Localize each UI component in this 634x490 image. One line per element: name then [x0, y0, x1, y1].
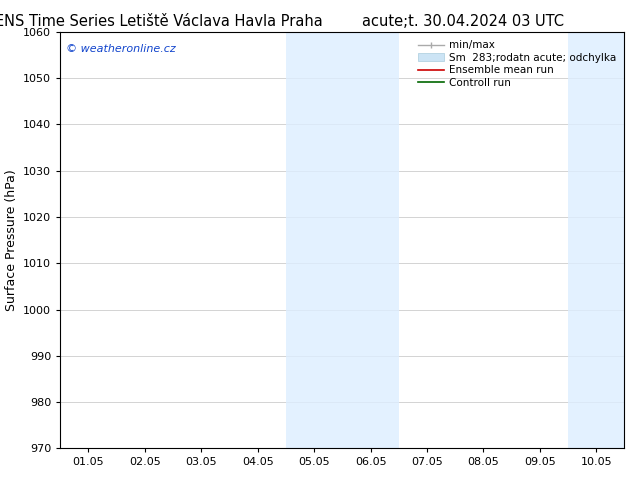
Bar [286, 32, 399, 448]
Text: ENS Time Series Letiště Václava Havla Praha: ENS Time Series Letiště Václava Havla Pr… [0, 14, 322, 29]
Bar [568, 32, 624, 448]
Text: © weatheronline.cz: © weatheronline.cz [66, 44, 176, 54]
Text: acute;t. 30.04.2024 03 UTC: acute;t. 30.04.2024 03 UTC [362, 14, 564, 29]
Y-axis label: Surface Pressure (hPa): Surface Pressure (hPa) [4, 169, 18, 311]
Legend: min/max, Sm  283;rodatn acute; odchylka, Ensemble mean run, Controll run: min/max, Sm 283;rodatn acute; odchylka, … [415, 37, 619, 91]
